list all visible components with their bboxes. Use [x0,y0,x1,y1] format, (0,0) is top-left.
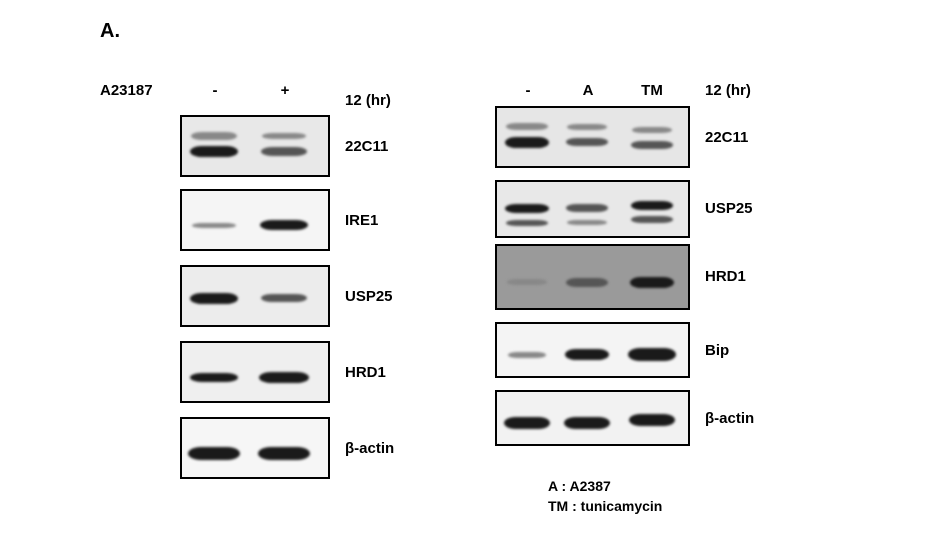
left-treatment-label: A23187 [100,82,153,99]
right-legend-1: TM : tunicamycin [548,498,662,514]
right-lane-1: A [578,82,598,99]
right-row-label-hrd1: HRD1 [705,268,746,285]
right-band-1-5 [631,216,673,223]
right-lane-0: - [518,82,538,99]
left-band-0-0 [190,146,238,157]
left-row-label-hrd1: HRD1 [345,364,386,381]
left-lane-0: - [205,82,225,99]
right-row-label-bactin: β-actin [705,410,754,427]
left-blot-4 [180,417,330,479]
left-band-4-0 [188,447,240,460]
right-band-2-0 [507,279,547,285]
right-band-4-2 [629,414,675,426]
left-band-1-0 [192,223,236,228]
left-row-label-22c11: 22C11 [345,138,388,155]
left-band-0-3 [262,133,306,139]
right-row-label-usp25: USP25 [705,200,753,217]
left-band-3-0 [190,373,238,382]
panel-label: A. [100,20,120,43]
left-band-2-0 [190,293,238,304]
left-blot-1 [180,189,330,251]
right-band-3-1 [565,349,609,360]
right-band-3-2 [628,348,676,361]
right-band-0-2 [566,138,608,146]
left-blot-2 [180,265,330,327]
right-band-0-1 [506,123,548,130]
right-blot-4 [495,390,690,446]
right-blot-0 [495,106,690,168]
right-blot-3 [495,322,690,378]
left-band-0-2 [261,147,307,156]
right-band-2-2 [630,277,674,288]
left-band-3-1 [259,372,309,383]
right-band-0-5 [632,127,672,133]
right-row-label-22c11: 22C11 [705,129,748,146]
left-row-label-ire1: IRE1 [345,212,378,229]
right-row-label-bip: Bip [705,342,729,359]
left-lane-1: + [275,82,295,99]
right-blot-1 [495,180,690,238]
right-band-4-1 [564,417,610,429]
right-blot-2 [495,244,690,310]
right-band-1-2 [566,204,608,212]
right-band-4-0 [504,417,550,429]
left-row-label-usp25: USP25 [345,288,393,305]
right-band-1-4 [631,201,673,210]
right-band-1-0 [505,204,549,213]
right-band-1-3 [567,220,607,225]
left-band-2-1 [261,294,307,302]
right-time-label: 12 (hr) [705,82,751,99]
left-time-label: 12 (hr) [345,92,391,109]
left-row-label-bactin: β-actin [345,440,394,457]
right-band-2-1 [566,278,608,287]
right-band-1-1 [506,220,548,226]
left-blot-3 [180,341,330,403]
left-band-1-1 [260,220,308,230]
left-blot-0 [180,115,330,177]
right-lane-2: TM [638,82,666,99]
left-band-0-1 [191,132,237,140]
right-band-0-0 [505,137,549,148]
right-band-3-0 [508,352,546,358]
right-band-0-4 [631,141,673,149]
right-legend-0: A : A2387 [548,478,611,494]
right-band-0-3 [567,124,607,130]
left-band-4-1 [258,447,310,460]
